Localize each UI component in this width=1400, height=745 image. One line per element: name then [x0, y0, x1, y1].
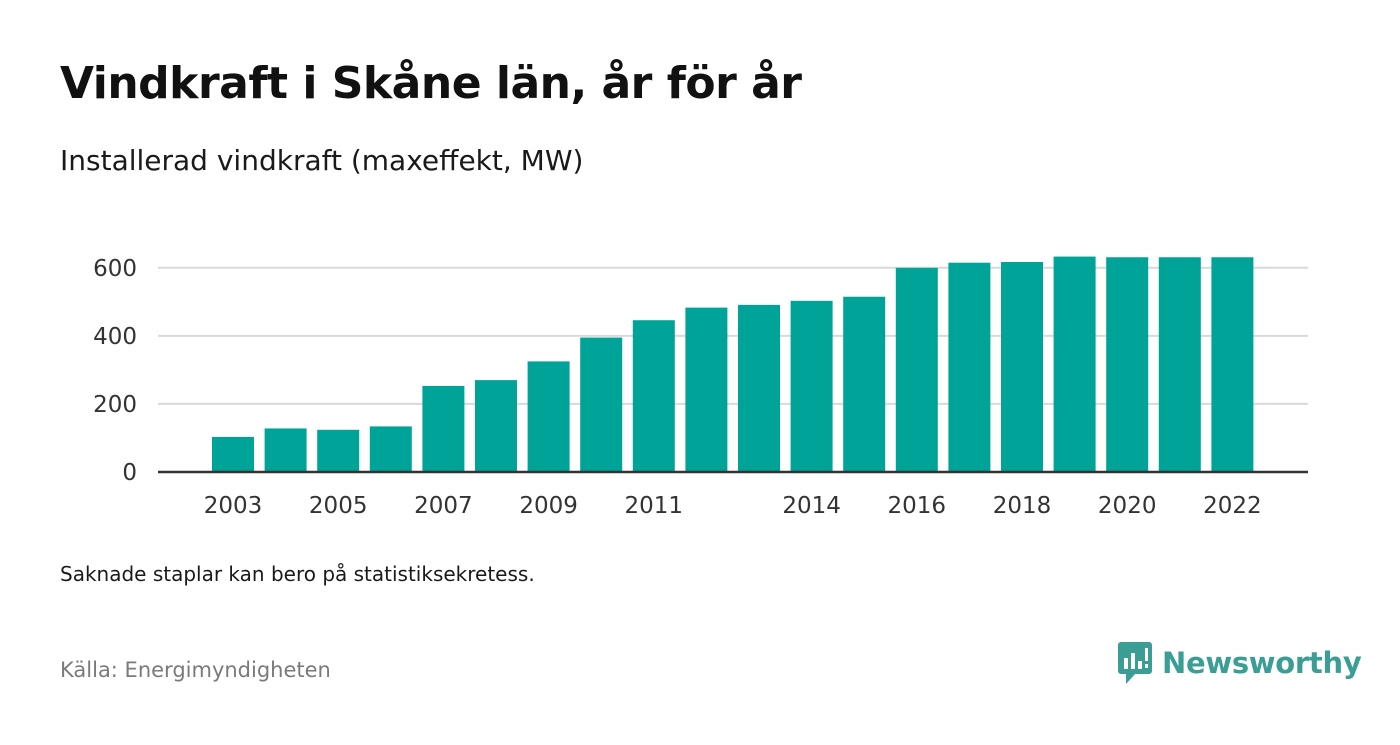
bar-2012: [685, 307, 728, 472]
bar-2003: [212, 436, 254, 472]
bar-2004: [264, 428, 307, 472]
source-credit: Källa: Energimyndigheten: [60, 658, 331, 682]
y-tick-label: 600: [93, 256, 137, 282]
x-tick-label: 2003: [204, 493, 263, 519]
footnote: Saknade staplar kan bero på statistiksek…: [60, 562, 535, 586]
bar-2017: [948, 262, 991, 472]
chart-title: Vindkraft i Skåne län, år för år: [60, 58, 802, 109]
bar-2018: [1001, 262, 1043, 472]
bar-2013: [738, 304, 780, 472]
brand-name: Newsworthy: [1162, 646, 1362, 680]
x-tick-label: 2022: [1203, 493, 1262, 519]
bar-2008: [475, 380, 517, 472]
chart-subtitle: Installerad vindkraft (maxeffekt, MW): [60, 144, 584, 177]
bar-2006: [369, 426, 412, 472]
y-tick-label: 200: [93, 392, 137, 418]
x-tick-label: 2005: [309, 493, 368, 519]
y-tick-label: 400: [93, 324, 137, 350]
bar-2009: [527, 361, 570, 472]
bar-2007: [422, 385, 465, 472]
x-tick-label: 2009: [519, 493, 578, 519]
x-tick-label: 2016: [888, 493, 947, 519]
bar-2010: [580, 337, 623, 472]
y-tick-label: 0: [122, 460, 137, 486]
bar-2020: [1106, 257, 1149, 472]
x-tick-label: 2018: [993, 493, 1052, 519]
bar-2019: [1053, 256, 1096, 472]
x-tick-label: 2020: [1098, 493, 1157, 519]
x-tick-label: 2007: [414, 493, 473, 519]
x-tick-label: 2011: [625, 493, 684, 519]
bar-2005: [317, 429, 360, 472]
x-tick-label: 2014: [782, 493, 841, 519]
bar-2022: [1211, 257, 1254, 472]
brand-logo[interactable]: Newsworthy: [1116, 640, 1362, 686]
x-tick-labels: 2003 2005 2007 2009 2011 2014 2016 2018 2020 2022: [204, 493, 1262, 519]
bar-2011: [632, 320, 675, 472]
y-tick-labels: 0 200 400 600: [93, 256, 137, 486]
bar-2014: [790, 300, 833, 472]
bar-2015: [843, 296, 886, 472]
bars: [212, 256, 1254, 472]
newsworthy-logo-icon: [1118, 642, 1152, 684]
bar-2021: [1158, 257, 1201, 472]
bar-2016: [895, 267, 938, 472]
